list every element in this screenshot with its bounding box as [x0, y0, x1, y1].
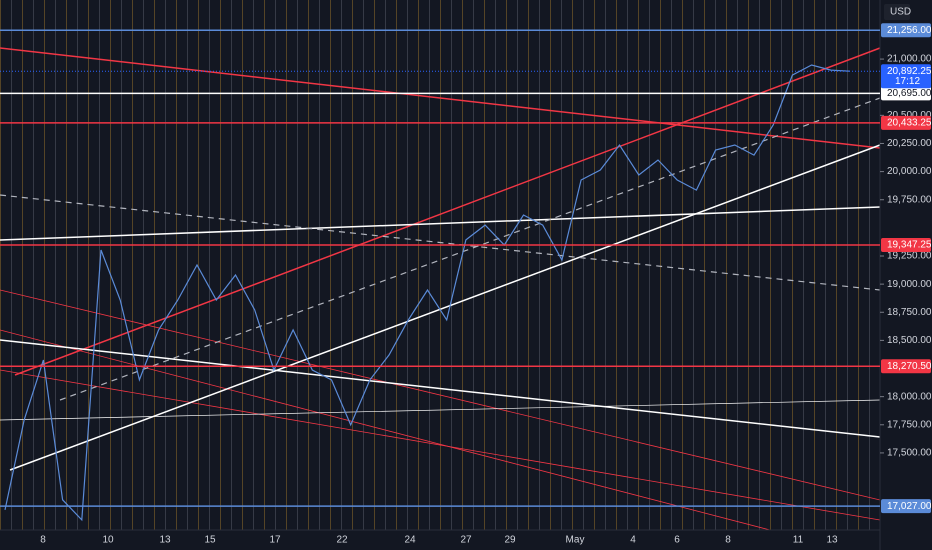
x-tick-label: 8	[725, 535, 731, 546]
y-tick-label: 21,000.00	[887, 54, 932, 65]
y-tick-label: 20,000.00	[887, 166, 932, 177]
level-box	[881, 499, 931, 514]
level-box	[881, 23, 931, 38]
y-tick-label: 19,750.00	[887, 194, 932, 205]
x-tick-label: 11	[793, 535, 804, 546]
level-box	[881, 86, 931, 101]
level-label: 21,256.00	[887, 25, 932, 36]
y-tick-label: 18,750.00	[887, 307, 932, 318]
y-tick-label: 19,000.00	[887, 279, 932, 290]
x-tick-label: 4	[630, 535, 636, 546]
x-tick-label: 24	[404, 535, 416, 546]
y-tick-label: 20,500.00	[887, 110, 932, 121]
x-tick-label: 17	[269, 535, 281, 546]
x-tick-label: 13	[159, 535, 171, 546]
countdown: 17:12	[895, 76, 920, 87]
y-tick-label: 20,250.00	[887, 138, 932, 149]
x-tick-label: 13	[826, 535, 838, 546]
y-tick-label: 18,500.00	[887, 335, 932, 346]
level-box	[881, 238, 931, 253]
x-tick-label: 29	[504, 535, 516, 546]
x-tick-label: 10	[102, 535, 114, 546]
current-price-label: 20,892.25	[887, 66, 932, 77]
level-box	[881, 115, 931, 130]
y-tick-label: 17,500.00	[887, 448, 932, 459]
x-tick-label: May	[566, 535, 585, 546]
x-tick-label: 15	[204, 535, 216, 546]
level-label: 18,270.50	[887, 361, 932, 372]
currency: USD	[890, 7, 911, 18]
level-label: 20,433.25	[887, 117, 932, 128]
x-tick-label: 27	[460, 535, 472, 546]
level-label: 20,695.00	[887, 88, 932, 99]
x-tick-label: 22	[336, 535, 348, 546]
level-label: 19,347.25	[887, 240, 932, 251]
y-tick-label: 19,250.00	[887, 251, 932, 262]
level-box	[881, 359, 931, 374]
price-line	[4, 64, 851, 522]
x-tick-label: 6	[674, 535, 680, 546]
trend-lines	[0, 47, 881, 531]
x-tick-label: 8	[40, 535, 46, 546]
y-tick-label: 17,750.00	[887, 419, 932, 430]
current-price-box	[881, 64, 931, 89]
currency-box	[884, 4, 910, 20]
session-stripes	[0, 0, 880, 530]
y-tick-label: 18,000.00	[887, 391, 932, 402]
level-label: 17,027.00	[887, 501, 932, 512]
